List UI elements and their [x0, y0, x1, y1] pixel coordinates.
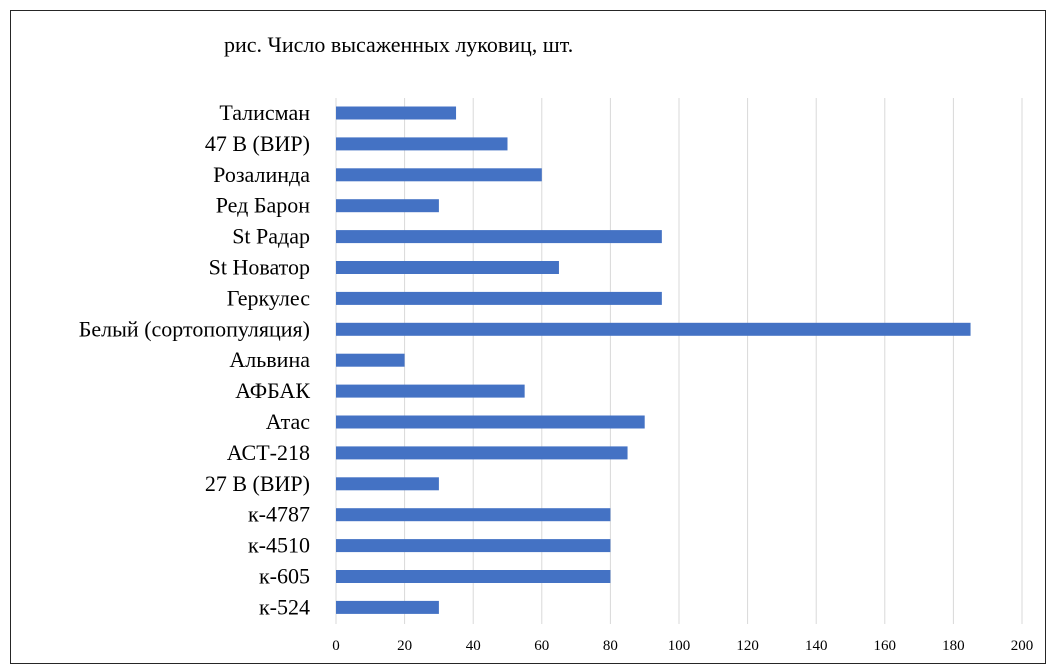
category-label: St Новатор	[209, 255, 310, 280]
bar	[336, 261, 559, 274]
x-tick-label: 200	[1011, 638, 1034, 654]
category-label: Ред Барон	[216, 193, 311, 218]
category-label: к-4510	[248, 533, 310, 558]
bar	[336, 230, 662, 244]
bars	[336, 106, 971, 614]
bar	[336, 291, 662, 305]
category-label: Атас	[266, 409, 310, 434]
x-tick-label: 160	[874, 638, 897, 654]
category-label: Талисман	[219, 100, 310, 125]
x-tick-label: 80	[603, 638, 618, 654]
bar	[336, 168, 542, 182]
category-label: Белый (сортопопуляция)	[79, 316, 310, 341]
bar	[336, 539, 611, 553]
x-tick-label: 180	[942, 638, 965, 654]
category-label: к-605	[259, 564, 310, 589]
bar	[336, 600, 439, 614]
category-label: Розалинда	[213, 162, 310, 187]
x-tick-labels: 0 20 40 60 80 100 120 140 160 180 200	[332, 638, 1033, 654]
bar	[336, 508, 611, 522]
bar	[336, 415, 645, 429]
bar	[336, 570, 611, 583]
category-label: 27 В (ВИР)	[205, 471, 310, 496]
gridlines	[335, 98, 1023, 624]
bar	[336, 353, 405, 367]
category-label: Альвина	[229, 347, 310, 372]
bar	[336, 477, 439, 491]
bar	[336, 322, 971, 336]
category-labels: Талисман 47 В (ВИР) Розалинда Ред Барон St Р…	[79, 100, 311, 619]
chart-title: рис. Число высаженных луковиц, шт.	[224, 32, 574, 57]
bar	[336, 137, 508, 151]
x-tick-label: 100	[668, 638, 691, 654]
x-tick-label: 20	[397, 638, 412, 654]
bar	[336, 199, 439, 213]
x-tick-label: 140	[805, 638, 828, 654]
category-label: к-4787	[248, 502, 310, 527]
category-label: АФБАК	[235, 378, 310, 403]
category-label: 47 В (ВИР)	[205, 131, 310, 156]
category-label: АСТ-218	[227, 440, 310, 465]
x-tick-label: 120	[736, 638, 759, 654]
bar	[336, 446, 628, 460]
chart-frame	[10, 10, 1046, 664]
category-label: St Радар	[232, 224, 310, 249]
category-label: Геркулес	[227, 285, 311, 310]
x-tick-label: 0	[332, 638, 340, 654]
bar	[336, 384, 525, 398]
x-tick-label: 60	[534, 638, 549, 654]
x-tick-label: 40	[466, 638, 481, 654]
category-label: к-524	[259, 594, 310, 619]
bar	[336, 106, 457, 120]
